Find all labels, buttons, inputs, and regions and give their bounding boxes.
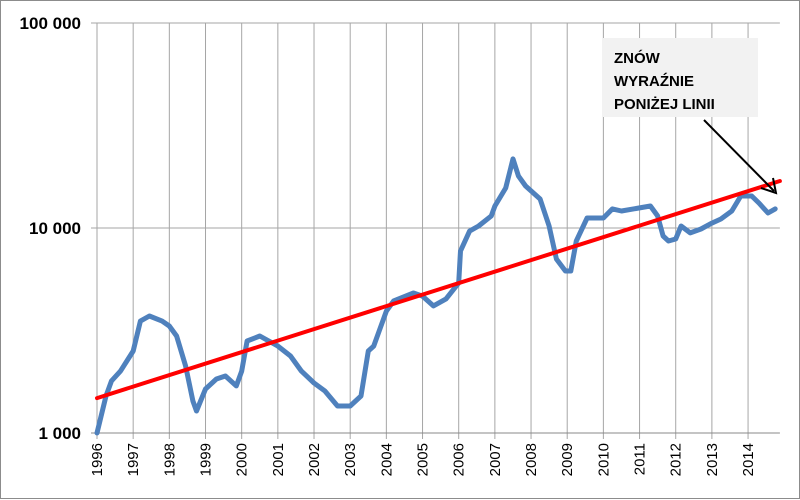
- x-tick-label: 2011: [632, 443, 649, 475]
- annotation-arrow: [704, 120, 774, 191]
- x-tick-label: 2013: [704, 443, 721, 476]
- x-tick-label: 1996: [89, 443, 106, 476]
- annotation-line-3: PONIŻEJ LINII: [614, 96, 715, 113]
- price-series-line: [97, 159, 775, 433]
- series-layer: [97, 159, 780, 433]
- annotation-line-1: ZNÓW: [614, 49, 661, 67]
- y-tick-label: 1 000: [38, 424, 81, 443]
- trend-line: [97, 181, 780, 398]
- annotation: ZNÓW WYRAŹNIE PONIŻEJ LINII: [602, 38, 776, 193]
- x-tick-label: 2005: [415, 443, 432, 476]
- annotation-line-2: WYRAŹNIE: [614, 73, 694, 90]
- x-tick-label: 2004: [378, 443, 395, 476]
- x-tick-label: 1999: [198, 443, 215, 476]
- x-tick-label: 2007: [487, 443, 504, 476]
- x-tick-label: 2001: [270, 443, 287, 476]
- x-axis-labels: 1996 1997 1998 1999 2000 2001 2002 2003 2004 2005…: [89, 443, 757, 476]
- x-tick-label: 2003: [342, 443, 359, 476]
- x-tick-label: 2000: [234, 443, 251, 476]
- y-tick-label: 100 000: [20, 14, 81, 33]
- x-tick-label: 2002: [306, 443, 323, 476]
- x-tick-label: 2012: [668, 443, 685, 476]
- x-tick-label: 2014: [740, 443, 757, 476]
- x-tick-label: 2010: [595, 443, 612, 476]
- x-tick-label: 2009: [559, 443, 576, 476]
- x-tick-label: 1998: [161, 443, 178, 476]
- x-tick-label: 1997: [125, 443, 142, 476]
- x-tick-label: 2008: [523, 443, 540, 476]
- y-axis-labels: 1 000 10 000 100 000: [20, 14, 81, 443]
- y-tick-label: 10 000: [29, 219, 81, 238]
- x-tick-label: 2006: [451, 443, 468, 476]
